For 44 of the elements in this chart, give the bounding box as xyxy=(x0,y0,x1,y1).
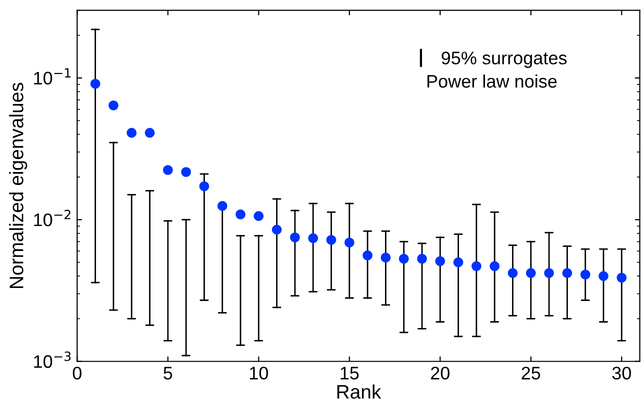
point xyxy=(362,250,372,260)
point xyxy=(108,100,118,110)
x-tick-label: 15 xyxy=(340,366,359,380)
point xyxy=(217,201,228,211)
point xyxy=(126,128,137,138)
point xyxy=(254,211,264,221)
point xyxy=(453,257,464,268)
x-tick-label: 10 xyxy=(250,366,268,380)
point xyxy=(272,224,282,235)
point xyxy=(326,234,336,245)
annotation: Power law noise xyxy=(427,74,557,88)
x-tick-label: 20 xyxy=(431,366,450,380)
point xyxy=(562,268,572,278)
point xyxy=(417,254,427,264)
x-tick-label: 5 xyxy=(164,366,172,380)
point xyxy=(616,272,627,283)
point xyxy=(181,167,191,177)
point xyxy=(308,233,318,244)
point xyxy=(144,128,155,138)
point xyxy=(598,271,608,281)
x-tick-label: 30 xyxy=(612,366,631,380)
point xyxy=(508,268,518,278)
x-tick-label: 25 xyxy=(522,366,540,380)
point xyxy=(580,270,590,280)
x-axis-title: Rank xyxy=(337,384,382,399)
y-axis-title: Normalized eigenvalues xyxy=(9,82,28,288)
point xyxy=(90,78,100,89)
y-tick-label: 10$^{−2}$ xyxy=(34,210,70,226)
point xyxy=(526,268,536,278)
point xyxy=(435,256,446,266)
point xyxy=(236,209,246,220)
point xyxy=(490,261,500,272)
point xyxy=(472,261,482,272)
point xyxy=(199,181,210,192)
point xyxy=(398,254,409,264)
y-tick-label: 10$^{−1}$ xyxy=(34,68,70,85)
point xyxy=(380,252,391,262)
point xyxy=(544,268,554,278)
y-tick-label: 10$^{−3}$ xyxy=(34,351,71,368)
x-tick-label: 0 xyxy=(72,366,82,380)
point xyxy=(162,165,173,175)
text: 95% surrogates xyxy=(442,52,567,68)
point xyxy=(290,232,300,242)
point xyxy=(344,238,354,248)
